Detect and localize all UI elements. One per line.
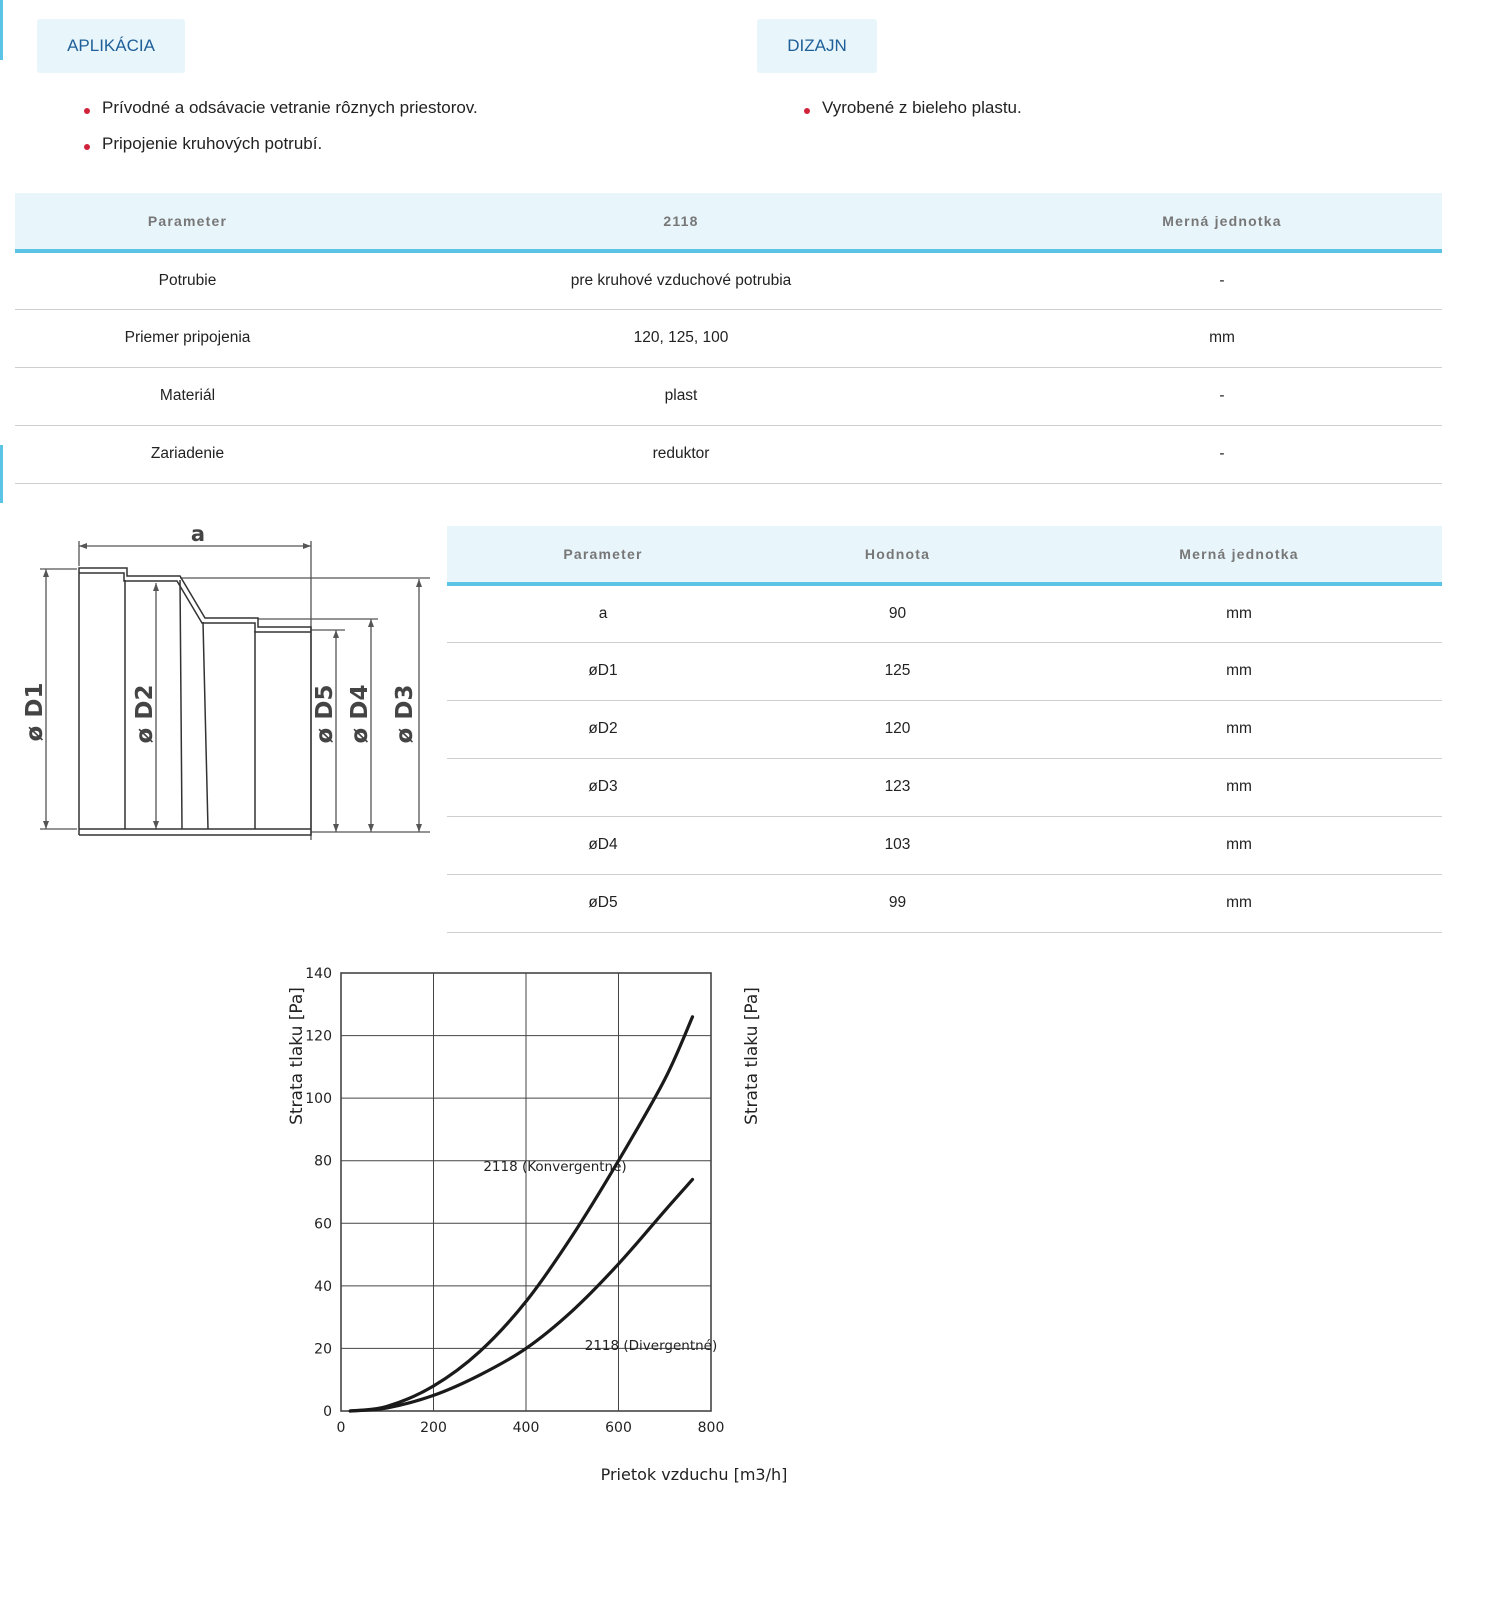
x-tick-label: 400	[513, 1420, 540, 1436]
x-tick-label: 800	[698, 1420, 725, 1436]
dimensions-table: Parameter Hodnota Merná jednotka a 90 mm…	[447, 526, 1442, 933]
table-cell: Zariadenie	[15, 425, 360, 484]
table-cell: øD1	[447, 642, 759, 701]
dim-d5-label: ø D5	[312, 685, 338, 744]
table-cell: øD2	[447, 700, 759, 759]
tab-aplikacia[interactable]: APLIKÁCIA	[37, 19, 185, 73]
series-label-konvergentne: 2118 (Konvergentné)	[483, 1159, 626, 1175]
table-cell: plast	[360, 367, 1002, 426]
left-edge-marker	[0, 0, 3, 60]
table-cell: mm	[1036, 816, 1442, 875]
table-cell: -	[1002, 251, 1442, 310]
table-cell: øD5	[447, 874, 759, 933]
y-axis-label-right: Strata tlaku [Pa]	[742, 987, 762, 1125]
application-list: Prívodné a odsávacie vetranie rôznych pr…	[84, 90, 478, 162]
series-line-konvergentne	[348, 1015, 695, 1413]
table-cell: Priemer pripojenia	[15, 309, 360, 368]
series-label-divergentne: 2118 (Divergentné)	[585, 1338, 718, 1354]
table-cell: Materiál	[15, 367, 360, 426]
table-row: øD3 123 mm	[447, 758, 1442, 817]
table-header-row: Parameter Hodnota Merná jednotka	[447, 526, 1442, 586]
y-tick-label: 100	[305, 1091, 332, 1107]
table-cell: 120, 125, 100	[360, 309, 1002, 368]
table-cell: øD4	[447, 816, 759, 875]
table-row: øD4 103 mm	[447, 816, 1442, 875]
list-item: Vyrobené z bieleho plastu.	[804, 90, 1022, 126]
x-tick-label: 0	[337, 1420, 346, 1436]
table-cell: mm	[1036, 584, 1442, 643]
table-row: a 90 mm	[447, 584, 1442, 643]
table-row: Potrubie pre kruhové vzduchové potrubia …	[15, 251, 1442, 310]
x-axis-label: Prietok vzduchu [m3/h]	[601, 1465, 788, 1484]
table-cell: mm	[1036, 642, 1442, 701]
table-row: øD5 99 mm	[447, 874, 1442, 933]
table-cell: mm	[1036, 758, 1442, 817]
column-header: Hodnota	[759, 526, 1036, 586]
table-cell: mm	[1002, 309, 1442, 368]
column-header: 2118	[360, 193, 1002, 253]
table-cell: Potrubie	[15, 251, 360, 310]
dim-d3-label: ø D3	[392, 685, 418, 744]
table-cell: mm	[1036, 700, 1442, 759]
table-cell: -	[1002, 367, 1442, 426]
table-cell: pre kruhové vzduchové potrubia	[360, 251, 1002, 310]
spec-table: Parameter 2118 Merná jednotka Potrubie p…	[15, 193, 1442, 484]
y-tick-label: 140	[305, 966, 332, 982]
table-cell: mm	[1036, 874, 1442, 933]
left-edge-marker	[0, 445, 3, 503]
table-cell: 90	[759, 584, 1036, 643]
y-tick-label: 0	[323, 1404, 332, 1420]
y-tick-label: 40	[314, 1279, 332, 1295]
design-list: Vyrobené z bieleho plastu.	[804, 90, 1022, 126]
reducer-drawing: a ø D1 ø D2 ø D5 ø D4 ø D3	[22, 522, 430, 840]
table-cell: reduktor	[360, 425, 1002, 484]
column-header: Parameter	[447, 526, 759, 586]
dim-d1-label: ø D1	[22, 683, 48, 742]
table-cell: 120	[759, 700, 1036, 759]
table-row: Priemer pripojenia 120, 125, 100 mm	[15, 309, 1442, 368]
table-cell: 123	[759, 758, 1036, 817]
column-header: Merná jednotka	[1002, 193, 1442, 253]
table-cell: 125	[759, 642, 1036, 701]
dim-d2-label: ø D2	[132, 685, 158, 744]
table-cell: 99	[759, 874, 1036, 933]
table-cell: a	[447, 584, 759, 643]
table-cell: 103	[759, 816, 1036, 875]
tab-dizajn[interactable]: DIZAJN	[757, 19, 877, 73]
column-header: Merná jednotka	[1036, 526, 1442, 586]
y-tick-label: 60	[314, 1216, 332, 1232]
y-tick-label: 120	[305, 1029, 332, 1045]
table-cell: -	[1002, 425, 1442, 484]
table-row: Materiál plast -	[15, 367, 1442, 426]
table-row: øD2 120 mm	[447, 700, 1442, 759]
y-axis-label-left: Strata tlaku [Pa]	[287, 987, 307, 1125]
dim-d4-label: ø D4	[347, 685, 373, 744]
table-row: Zariadenie reduktor -	[15, 425, 1442, 484]
x-tick-label: 200	[420, 1420, 447, 1436]
y-tick-label: 20	[314, 1341, 332, 1357]
dim-a-label: a	[191, 522, 205, 546]
table-cell: øD3	[447, 758, 759, 817]
table-row: øD1 125 mm	[447, 642, 1442, 701]
column-header: Parameter	[15, 193, 360, 253]
list-item: Pripojenie kruhových potrubí.	[84, 126, 478, 162]
list-item: Prívodné a odsávacie vetranie rôznych pr…	[84, 90, 478, 126]
table-header-row: Parameter 2118 Merná jednotka	[15, 193, 1442, 253]
y-tick-label: 80	[314, 1154, 332, 1170]
series-line-divergentne	[348, 1177, 695, 1413]
x-tick-label: 600	[605, 1420, 632, 1436]
